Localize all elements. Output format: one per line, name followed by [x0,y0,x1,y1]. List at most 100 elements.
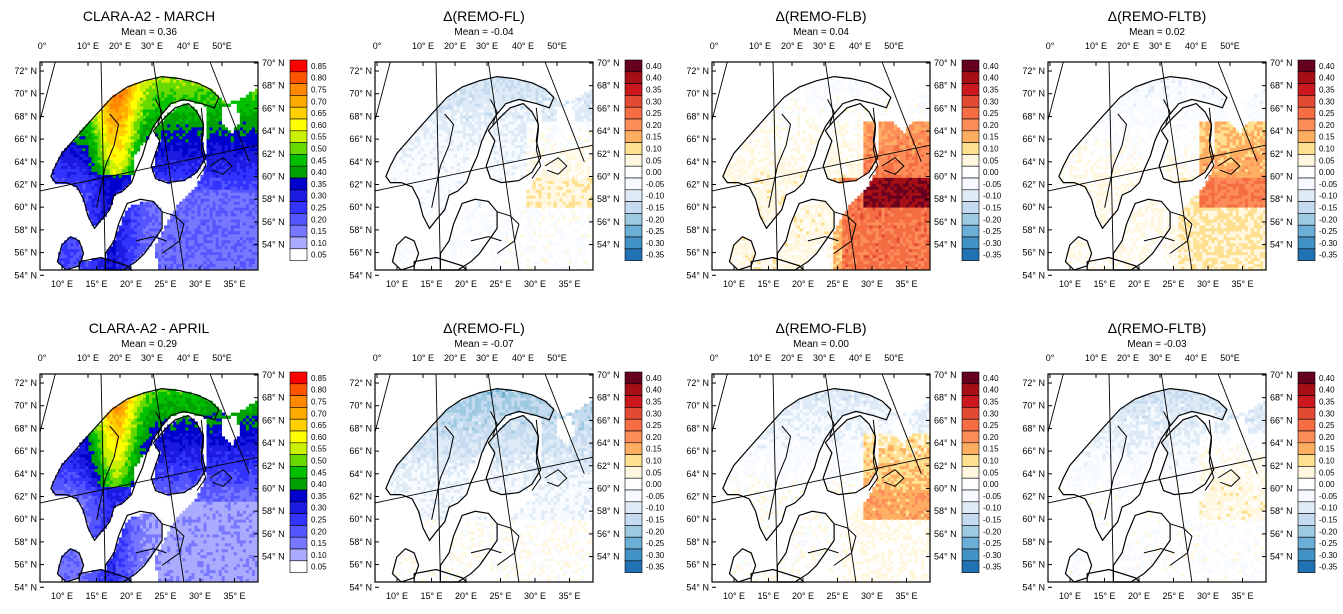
map-cell [523,133,527,137]
map-cell [167,142,171,146]
map-cell [453,115,458,119]
map-cell [188,264,192,268]
map-cell [441,183,445,188]
left-lat-label: 62° N [349,180,372,190]
map-cell [405,157,409,161]
map-cell [571,103,576,107]
map-cell [88,160,92,164]
map-cell [251,207,256,211]
map-cell [152,91,156,95]
map-cell [505,82,509,87]
map-cell [230,174,235,179]
map-cell [118,243,123,247]
map-cell [586,100,591,104]
map-cell [233,130,238,134]
map-cell [224,151,229,155]
map-cell [417,183,421,188]
map-cell [484,225,488,229]
map-cell [459,124,464,128]
map-cell [215,204,219,208]
map-cell [161,171,165,176]
map-cell [571,189,576,194]
map-cell [248,219,253,223]
map-cell [547,127,551,131]
map-cell [191,118,195,122]
map-cell [173,136,177,140]
map-cell [221,240,225,244]
map-cell [91,136,95,140]
map-cell [218,145,222,149]
map-cell [251,97,256,101]
map-cell [586,124,591,128]
map-cell [136,121,141,125]
map-cell [182,255,186,259]
map-cell [97,177,101,182]
map-cell [251,177,256,182]
map-cell [432,163,436,167]
map-cell [179,151,183,155]
map-cell [179,261,183,265]
map-cell [130,127,135,131]
map-cell [194,246,198,250]
map-cell [52,171,56,176]
map-cell [212,133,216,137]
map-cell [97,168,101,173]
map-cell [432,124,436,128]
map-cell [215,243,219,247]
map-cell [206,240,210,244]
map-cell [571,183,576,188]
map-cell [474,121,479,125]
map-cell [215,171,219,176]
map-cell [106,127,110,131]
map-cell [64,252,68,256]
map-cell [106,136,110,140]
map-cell [179,127,183,131]
map-cell [167,219,171,223]
left-lat-label: 66° N [14,134,37,144]
map-cell [550,222,554,226]
map-cell [185,142,189,146]
colorbar-label: 0.70 [311,97,327,106]
map-cell [417,163,421,167]
map-cell [70,163,74,167]
map-cell [493,213,497,217]
map-cell [109,264,113,268]
map-cell [145,94,150,98]
map-cell [230,243,235,247]
map-cell [188,139,192,143]
map-cell [191,240,195,244]
map-cell [565,198,570,202]
map-cell [127,142,132,146]
map-cell [556,231,560,235]
map-cell [91,186,95,191]
map-cell [206,142,210,146]
map-cell [553,198,557,202]
map-cell [173,145,177,149]
map-cell [242,225,247,229]
map-cell [161,148,165,152]
map-cell [242,115,247,119]
map-cell [218,261,222,265]
map-cell [484,94,488,98]
map-cell [480,100,485,104]
map-cell [85,145,89,149]
map-cell [136,127,141,131]
map-cell [127,216,132,220]
map-cell [251,180,256,185]
map-cell [484,204,488,208]
map-cell [142,225,147,229]
map-cell [496,106,500,110]
map-cell [79,133,83,137]
map-cell [203,231,207,235]
map-cell [152,207,156,211]
map-cell [441,112,445,116]
map-cell [414,171,418,176]
map-cell [206,210,210,214]
map-cell [109,177,113,182]
map-cell [209,246,213,250]
map-cell [474,100,479,104]
map-cell [188,112,192,116]
map-cell [520,130,524,134]
map-cell [200,249,204,253]
map-cell [136,225,141,229]
